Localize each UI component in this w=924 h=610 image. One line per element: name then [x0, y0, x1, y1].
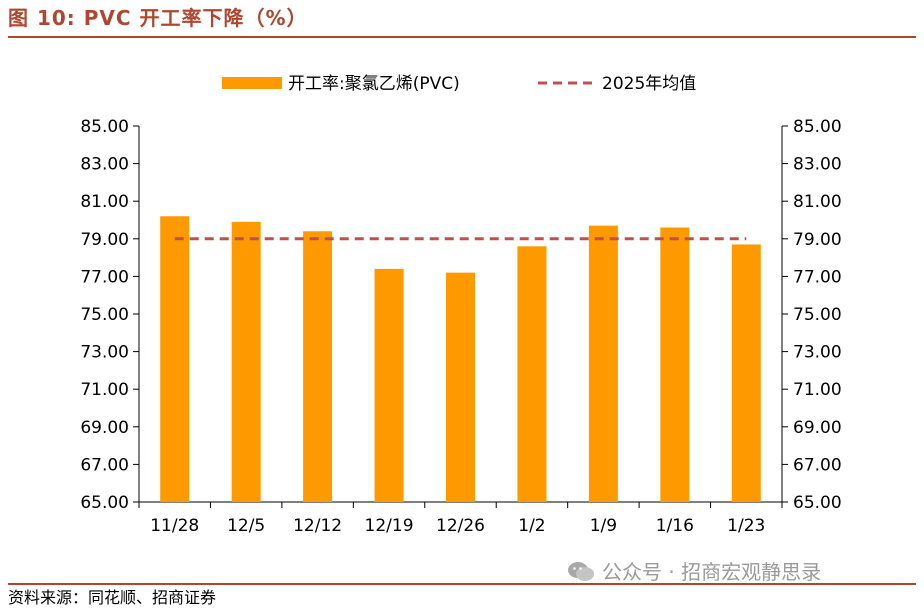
- x-tick-label: 12/19: [365, 516, 414, 536]
- y-tick-label-right: 69.00: [793, 418, 842, 438]
- bar: [731, 244, 761, 502]
- y-tick-label-right: 73.00: [793, 343, 842, 363]
- x-tick-label: 1/2: [518, 516, 545, 536]
- x-tick-label: 12/5: [227, 516, 265, 536]
- bar: [660, 227, 690, 502]
- y-tick-label-left: 75.00: [80, 305, 129, 325]
- y-tick-label-left: 79.00: [80, 230, 129, 250]
- y-tick-label-left: 69.00: [80, 418, 129, 438]
- source-note: 资料来源：同花顺、招商证券: [8, 588, 217, 607]
- legend-label-line: 2025年均值: [602, 74, 696, 94]
- bar-series: [160, 216, 761, 503]
- title-rule: [8, 36, 916, 38]
- watermark-text: 公众号 · 招商宏观静思录: [602, 560, 822, 584]
- x-tick-label: 1/16: [656, 516, 694, 536]
- bar: [517, 246, 547, 502]
- y-tick-label-right: 65.00: [793, 493, 842, 513]
- y-tick-label-left: 73.00: [80, 343, 129, 363]
- axes: 65.00 67.00 69.00 71.00 73.00 75.00 77.00 79.00…: [80, 117, 841, 536]
- y-tick-label-left: 81.00: [80, 192, 129, 212]
- figure-title: 图 10: PVC 开工率下降（%）: [8, 6, 308, 30]
- y-tick-label-left: 83.00: [80, 155, 129, 175]
- y-tick-label-left: 71.00: [80, 380, 129, 400]
- y-tick-label-right: 81.00: [793, 192, 842, 212]
- y-tick-label-left: 65.00: [80, 493, 129, 513]
- y-tick-label-right: 79.00: [793, 230, 842, 250]
- x-tick-label: 1/23: [727, 516, 765, 536]
- wechat-icon: [568, 562, 594, 581]
- y-tick-label-right: 75.00: [793, 305, 842, 325]
- bar: [303, 231, 333, 502]
- x-tick-label: 12/12: [293, 516, 342, 536]
- legend-swatch-bar: [222, 77, 282, 89]
- bar: [231, 221, 261, 502]
- y-tick-label-right: 77.00: [793, 267, 842, 287]
- bar: [160, 216, 190, 503]
- watermark: 公众号 · 招商宏观静思录: [566, 558, 821, 586]
- y-tick-label-right: 67.00: [793, 455, 842, 475]
- y-tick-label-right: 85.00: [793, 117, 842, 137]
- legend-label-bar: 开工率:聚氯乙烯(PVC): [288, 74, 460, 94]
- bar: [588, 225, 618, 502]
- y-tick-label-left: 67.00: [80, 455, 129, 475]
- y-tick-label-right: 71.00: [793, 380, 842, 400]
- x-tick-label: 12/26: [436, 516, 485, 536]
- bar: [374, 268, 404, 502]
- y-tick-label-left: 85.00: [80, 117, 129, 137]
- x-tick-label: 11/28: [150, 516, 199, 536]
- y-tick-label-left: 77.00: [80, 267, 129, 287]
- legend: 开工率:聚氯乙烯(PVC) 2025年均值: [222, 74, 696, 94]
- x-tick-label: 1/9: [590, 516, 617, 536]
- source-rule: [8, 583, 916, 585]
- bar: [446, 272, 475, 502]
- y-tick-label-right: 83.00: [793, 155, 842, 175]
